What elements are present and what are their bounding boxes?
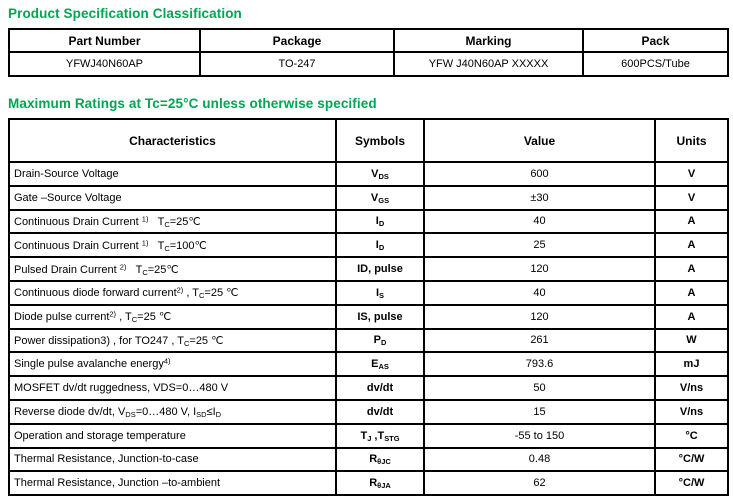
unit-cell: A	[654, 279, 729, 306]
unit-cell: A	[654, 232, 729, 259]
characteristic-cell: Pulsed Drain Current 2) TC=25℃	[8, 256, 337, 282]
table-row: Thermal Resistance, Junction-to-case RθJC…	[8, 446, 729, 473]
unit-cell: V	[654, 184, 729, 211]
characteristic-cell: Continuous Drain Current 1) TC=25℃	[8, 208, 337, 235]
unit-cell: mJ	[654, 351, 729, 378]
value-cell: 62	[423, 470, 656, 496]
part-number-cell: YFWJ40N60AP	[8, 51, 201, 77]
symbol-cell: VDS	[335, 161, 425, 187]
table-row: Continuous diode forward current2) , TC=…	[8, 279, 729, 306]
ratings-table-header-row: Characteristics Symbols Value Units	[8, 118, 729, 163]
value-cell: 120	[423, 303, 656, 330]
column-header-value: Value	[423, 118, 656, 163]
pack-cell: 600PCS/Tube	[582, 51, 729, 77]
characteristic-cell: Continuous diode forward current2) , TC=…	[8, 279, 337, 306]
characteristic-cell: Diode pulse current2) , TC=25 ℃	[8, 303, 337, 330]
symbol-cell: VGS	[335, 184, 425, 211]
symbol-cell: IS	[335, 279, 425, 306]
value-cell: 40	[423, 279, 656, 306]
table-row: Drain-Source Voltage VDS 600 V	[8, 161, 729, 187]
value-cell: 120	[423, 256, 656, 282]
unit-cell: V	[654, 161, 729, 187]
value-cell: -55 to 150	[423, 422, 656, 449]
unit-cell: °C/W	[654, 446, 729, 473]
unit-cell: V/ns	[654, 398, 729, 425]
value-cell: 261	[423, 327, 656, 354]
table-row: Power dissipation3) , for TO247 , TC=25 …	[8, 327, 729, 354]
table-row: Single pulse avalanche energy4) EAS 793.6 m…	[8, 351, 729, 378]
characteristic-cell: MOSFET dv/dt ruggedness, VDS=0…480 V	[8, 375, 337, 401]
table-row: Gate –Source Voltage VGS ±30 V	[8, 184, 729, 211]
symbol-cell: PD	[335, 327, 425, 354]
characteristic-cell: Operation and storage temperature	[8, 422, 337, 449]
unit-cell: A	[654, 256, 729, 282]
characteristic-cell: Power dissipation3) , for TO247 , TC=25 …	[8, 327, 337, 354]
value-cell: 25	[423, 232, 656, 259]
symbol-cell: ID	[335, 232, 425, 259]
maximum-ratings-table: Characteristics Symbols Value Units Drai…	[8, 118, 729, 496]
product-spec-table: Part Number Package Marking Pack YFWJ40N…	[8, 28, 729, 77]
symbol-cell: dv/dt	[335, 398, 425, 425]
symbol-cell: TJ ,TSTG	[335, 422, 425, 449]
column-header-characteristics: Characteristics	[8, 118, 337, 163]
column-header-units: Units	[654, 118, 729, 163]
table-row: Continuous Drain Current 1) TC=25℃ ID 40 A	[8, 208, 729, 235]
column-header-package: Package	[199, 28, 395, 53]
package-cell: TO-247	[199, 51, 395, 77]
unit-cell: A	[654, 303, 729, 330]
column-header-pack: Pack	[582, 28, 729, 53]
column-header-symbols: Symbols	[335, 118, 425, 163]
column-header-marking: Marking	[393, 28, 584, 53]
table-row: Thermal Resistance, Junction –to-ambient…	[8, 470, 729, 496]
table-row: YFWJ40N60AP TO-247 YFW J40N60AP XXXXX 600PC…	[8, 51, 729, 77]
table-row: Pulsed Drain Current 2) TC=25℃ ID, pulse 1…	[8, 256, 729, 282]
table-row: Operation and storage temperature TJ ,TST…	[8, 422, 729, 449]
value-cell: 0.48	[423, 446, 656, 473]
symbol-cell: RθJC	[335, 446, 425, 473]
unit-cell: W	[654, 327, 729, 354]
value-cell: 40	[423, 208, 656, 235]
unit-cell: A	[654, 208, 729, 235]
spec-table-header-row: Part Number Package Marking Pack	[8, 28, 729, 53]
characteristic-cell: Thermal Resistance, Junction-to-case	[8, 446, 337, 473]
unit-cell: °C	[654, 422, 729, 449]
characteristic-cell: Single pulse avalanche energy4)	[8, 351, 337, 378]
symbol-cell: dv/dt	[335, 375, 425, 401]
section-title-maximum-ratings: Maximum Ratings at Tc=25°C unless otherw…	[8, 96, 377, 111]
symbol-cell: RθJA	[335, 470, 425, 496]
unit-cell: °C/W	[654, 470, 729, 496]
table-row: Reverse diode dv/dt, VDS=0…480 V, ISD≤ID…	[8, 398, 729, 425]
characteristic-cell: Gate –Source Voltage	[8, 184, 337, 211]
table-row: Diode pulse current2) , TC=25 ℃ IS, pulse…	[8, 303, 729, 330]
value-cell: 600	[423, 161, 656, 187]
table-row: Continuous Drain Current 1) TC=100℃ ID 25 A	[8, 232, 729, 259]
value-cell: 15	[423, 398, 656, 425]
characteristic-cell: Thermal Resistance, Junction –to-ambient	[8, 470, 337, 496]
value-cell: 50	[423, 375, 656, 401]
symbol-cell: IS, pulse	[335, 303, 425, 330]
value-cell: ±30	[423, 184, 656, 211]
characteristic-cell: Continuous Drain Current 1) TC=100℃	[8, 232, 337, 259]
unit-cell: V/ns	[654, 375, 729, 401]
marking-cell: YFW J40N60AP XXXXX	[393, 51, 584, 77]
characteristic-cell: Reverse diode dv/dt, VDS=0…480 V, ISD≤ID	[8, 398, 337, 425]
column-header-part-number: Part Number	[8, 28, 201, 53]
section-title-product-spec: Product Specification Classification	[8, 6, 242, 21]
symbol-cell: ID	[335, 208, 425, 235]
symbol-cell: ID, pulse	[335, 256, 425, 282]
symbol-cell: EAS	[335, 351, 425, 378]
value-cell: 793.6	[423, 351, 656, 378]
characteristic-cell: Drain-Source Voltage	[8, 161, 337, 187]
